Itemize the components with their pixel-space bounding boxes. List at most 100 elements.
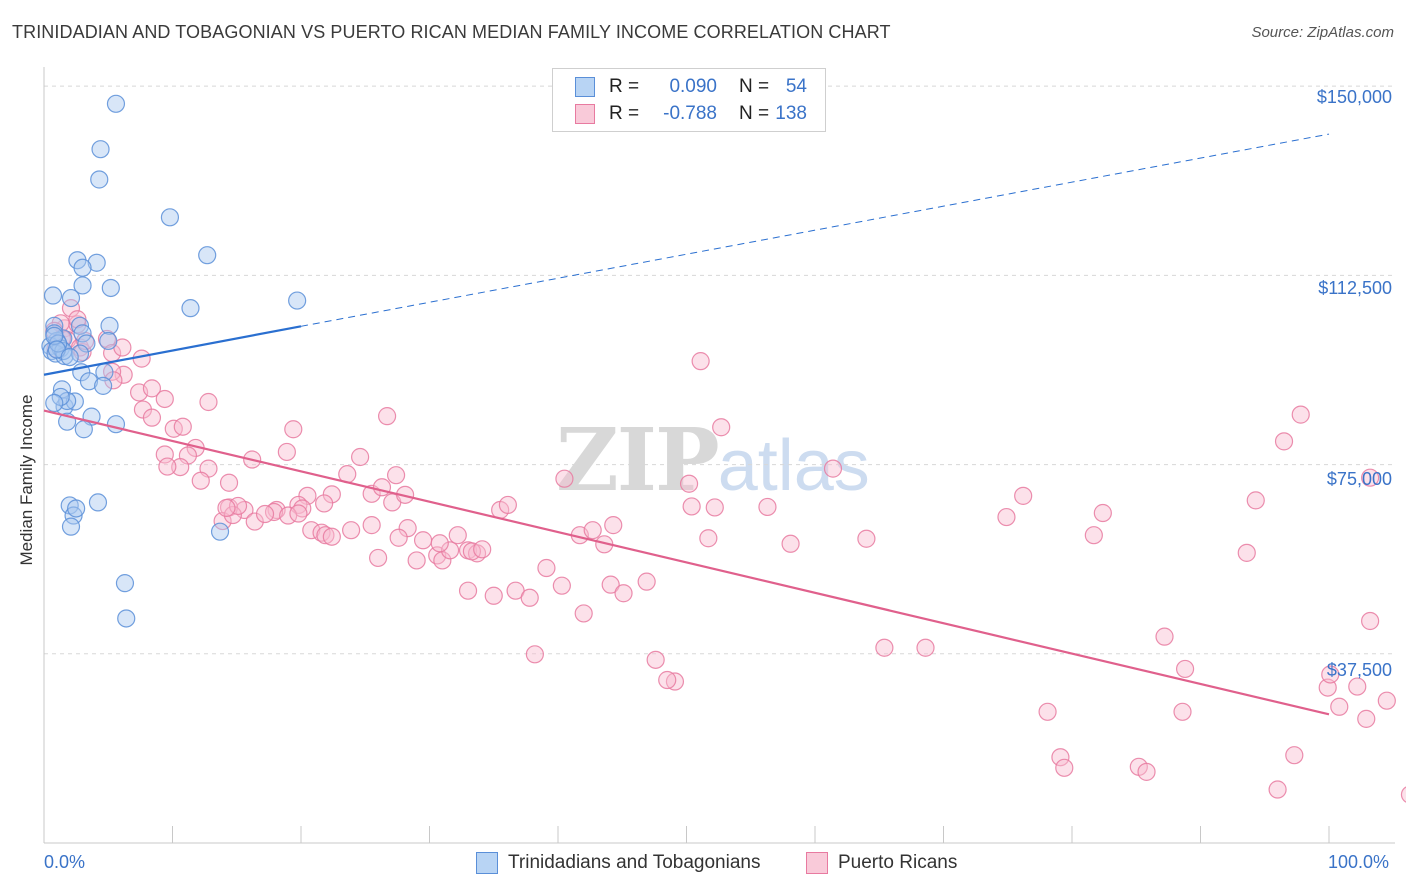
stats-legend-row-puerto-rican: R = -0.788 N = 138 <box>575 102 807 126</box>
blue-swatch <box>575 77 595 97</box>
puerto-rican-point <box>857 529 876 548</box>
puerto-rican-point <box>362 516 381 535</box>
r-label: R = <box>609 103 640 124</box>
puerto-rican-point <box>458 581 478 600</box>
y-tick-label-150000: $150,000 <box>1316 87 1392 107</box>
puerto-rican-point <box>1155 627 1174 646</box>
puerto-rican-point <box>1093 503 1112 523</box>
trinidadian-trendline-extension <box>300 133 1330 327</box>
puerto-rican-point <box>61 299 81 318</box>
puerto-rican-point <box>758 497 777 517</box>
trinidadian-point <box>70 344 90 363</box>
puerto-rican-point <box>440 541 460 560</box>
trinidadian-point <box>60 347 79 367</box>
trinidadian-point <box>90 170 109 189</box>
watermark: ZIPatlas <box>556 410 870 511</box>
puerto-rican-point <box>219 473 239 492</box>
puerto-rican-point <box>637 572 656 591</box>
puerto-rican-point <box>537 558 556 578</box>
puerto-rican-point <box>1357 709 1376 728</box>
puerto-rican-point <box>699 529 718 548</box>
puerto-rican-point <box>1051 748 1070 767</box>
puerto-rican-point <box>1330 697 1349 716</box>
puerto-rican-point <box>498 495 517 515</box>
puerto-rican-point <box>342 521 361 540</box>
puerto-rican-point <box>679 474 699 493</box>
puerto-rican-trendline <box>43 409 1330 716</box>
r-value: -0.788 <box>663 103 717 124</box>
puerto-rican-point <box>1321 665 1340 684</box>
puerto-rican-point <box>1274 432 1294 451</box>
x-tick-label-max: 100.0% <box>1328 852 1390 872</box>
puerto-rican-point <box>712 418 731 437</box>
puerto-rican-point <box>1268 780 1287 799</box>
stats-legend: R = 0.090 N = 54 R = -0.788 N = 138 <box>552 68 826 132</box>
y-tick-label-75000: $75,000 <box>1326 469 1392 489</box>
puerto-rican-point <box>114 365 133 384</box>
puerto-rican-point <box>158 457 177 476</box>
puerto-rican-point <box>369 548 388 568</box>
puerto-rican-point <box>372 478 392 497</box>
n-label: N = <box>739 103 770 124</box>
puerto-rican-point <box>389 528 408 547</box>
puerto-rican-point <box>223 505 242 525</box>
puerto-rican-point <box>646 650 665 669</box>
puerto-rican-point <box>1173 702 1192 721</box>
puerto-rican-point <box>267 500 286 520</box>
n-value: 54 <box>785 76 807 97</box>
puerto-rican-point <box>132 349 151 368</box>
puerto-rican-point <box>1237 543 1256 562</box>
puerto-rican-point <box>1361 468 1380 487</box>
puerto-rican-point <box>377 407 397 426</box>
puerto-rican-point <box>217 498 236 518</box>
puerto-rican-point <box>875 638 894 657</box>
trinidadian-point <box>88 493 108 512</box>
trinidadian-point <box>106 94 126 113</box>
puerto-rican-point <box>823 459 843 478</box>
trinidadian-point <box>288 291 307 310</box>
puerto-rican-point <box>601 575 620 594</box>
watermark-atlas: atlas <box>717 426 870 506</box>
trinidadian-point <box>45 326 64 346</box>
puerto-rican-point <box>781 534 800 553</box>
trinidadian-point <box>45 393 64 413</box>
trinidadian-point <box>100 316 119 335</box>
trinidadian-point <box>94 376 113 395</box>
puerto-rican-point <box>1361 611 1380 631</box>
trinidadian-point <box>67 499 86 518</box>
puerto-rican-point <box>604 516 623 535</box>
trinidadian-point <box>106 415 126 434</box>
legend-item-puerto-rican: Puerto Ricans <box>806 852 957 874</box>
pink-swatch <box>806 852 828 874</box>
trinidadian-point <box>45 316 64 335</box>
puerto-rican-point <box>1348 677 1367 696</box>
puerto-rican-point <box>1377 691 1396 710</box>
trinidadian-point <box>115 574 135 593</box>
trinidadian-point <box>117 609 136 628</box>
puerto-rican-point <box>1285 746 1304 765</box>
puerto-rican-point <box>155 389 174 409</box>
legend-item-trinidadian: Trinidadians and Tobagonians <box>476 852 760 874</box>
puerto-rican-point <box>1400 786 1406 803</box>
puerto-rican-point <box>555 469 574 488</box>
puerto-rican-point <box>430 534 449 553</box>
y-axis-label: Median Family Income <box>12 394 42 565</box>
puerto-rican-point <box>473 540 492 559</box>
y-tick-label-37500: $37,500 <box>1326 660 1392 680</box>
puerto-rican-point <box>386 466 406 485</box>
puerto-rican-point <box>448 526 467 545</box>
y-axis-label-text: Median Family Income <box>17 394 36 566</box>
puerto-rican-point <box>322 485 341 504</box>
trinidadian-point <box>198 246 217 265</box>
puerto-rican-point <box>916 638 935 657</box>
trinidadian-point <box>160 208 180 227</box>
trinidadian-point <box>87 253 106 272</box>
puerto-rican-point <box>199 392 218 412</box>
trinidadian-point <box>101 278 120 298</box>
pink-swatch <box>575 104 595 124</box>
puerto-rican-point <box>691 352 710 371</box>
puerto-rican-point <box>407 551 426 570</box>
puerto-rican-point <box>316 526 335 545</box>
n-label: N = <box>739 76 770 97</box>
r-label: R = <box>609 76 640 97</box>
